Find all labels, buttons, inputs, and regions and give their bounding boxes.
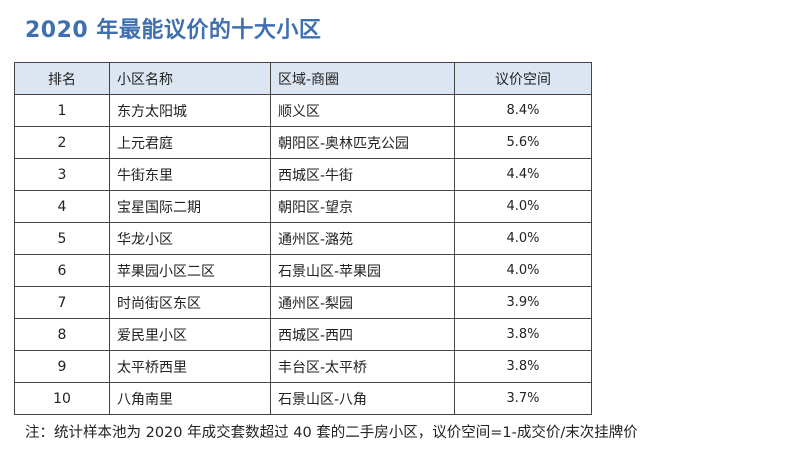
rank-cell: 3	[14, 158, 110, 191]
district-cell: 朝阳区-望京	[270, 190, 455, 223]
rank-cell: 4	[14, 190, 110, 223]
district-cell: 通州区-潞苑	[270, 222, 455, 255]
bargain-space-cell: 4.0%	[454, 190, 592, 223]
district-cell: 通州区-梨园	[270, 286, 455, 319]
community-cell: 牛街东里	[109, 158, 271, 191]
table-row: 10 八角南里 石景山区-八角 3.7%	[14, 382, 592, 415]
bargain-space-cell: 4.4%	[454, 158, 592, 191]
table-header-row: 排名 小区名称 区域-商圈 议价空间	[14, 62, 592, 95]
district-cell: 顺义区	[270, 94, 455, 127]
community-cell: 华龙小区	[109, 222, 271, 255]
bargain-space-cell: 3.9%	[454, 286, 592, 319]
community-cell: 东方太阳城	[109, 94, 271, 127]
district-cell: 丰台区-太平桥	[270, 350, 455, 383]
bargain-space-cell: 8.4%	[454, 94, 592, 127]
ranking-table: 排名 小区名称 区域-商圈 议价空间 1 东方太阳城 顺义区 8.4% 2 上元…	[14, 62, 592, 415]
table-row: 1 东方太阳城 顺义区 8.4%	[14, 94, 592, 127]
table-row: 2 上元君庭 朝阳区-奥林匹克公园 5.6%	[14, 126, 592, 159]
table-row: 8 爱民里小区 西城区-西四 3.8%	[14, 318, 592, 351]
table-row: 9 太平桥西里 丰台区-太平桥 3.8%	[14, 350, 592, 383]
rank-cell: 1	[14, 94, 110, 127]
bargain-space-cell: 4.0%	[454, 254, 592, 287]
rank-cell: 9	[14, 350, 110, 383]
bargain-space-cell: 3.7%	[454, 382, 592, 415]
column-header-rank: 排名	[14, 62, 110, 95]
column-header-bargain-space: 议价空间	[454, 62, 592, 95]
rank-cell: 6	[14, 254, 110, 287]
rank-cell: 8	[14, 318, 110, 351]
district-cell: 西城区-牛街	[270, 158, 455, 191]
page-title: 2020 年最能议价的十大小区	[25, 18, 322, 43]
community-cell: 苹果园小区二区	[109, 254, 271, 287]
bargain-space-cell: 5.6%	[454, 126, 592, 159]
footnote: 注：统计样本池为 2020 年成交套数超过 40 套的二手房小区，议价空间=1-…	[25, 425, 638, 441]
bargain-space-cell: 3.8%	[454, 350, 592, 383]
community-cell: 爱民里小区	[109, 318, 271, 351]
rank-cell: 5	[14, 222, 110, 255]
district-cell: 石景山区-八角	[270, 382, 455, 415]
rank-cell: 2	[14, 126, 110, 159]
district-cell: 西城区-西四	[270, 318, 455, 351]
table-row: 3 牛街东里 西城区-牛街 4.4%	[14, 158, 592, 191]
district-cell: 朝阳区-奥林匹克公园	[270, 126, 455, 159]
district-cell: 石景山区-苹果园	[270, 254, 455, 287]
table-row: 5 华龙小区 通州区-潞苑 4.0%	[14, 222, 592, 255]
community-cell: 宝星国际二期	[109, 190, 271, 223]
bargain-space-cell: 3.8%	[454, 318, 592, 351]
table-row: 6 苹果园小区二区 石景山区-苹果园 4.0%	[14, 254, 592, 287]
column-header-district: 区域-商圈	[270, 62, 455, 95]
column-header-community: 小区名称	[109, 62, 271, 95]
community-cell: 太平桥西里	[109, 350, 271, 383]
community-cell: 时尚街区东区	[109, 286, 271, 319]
table-row: 7 时尚街区东区 通州区-梨园 3.9%	[14, 286, 592, 319]
rank-cell: 7	[14, 286, 110, 319]
rank-cell: 10	[14, 382, 110, 415]
community-cell: 八角南里	[109, 382, 271, 415]
bargain-space-cell: 4.0%	[454, 222, 592, 255]
community-cell: 上元君庭	[109, 126, 271, 159]
table-row: 4 宝星国际二期 朝阳区-望京 4.0%	[14, 190, 592, 223]
